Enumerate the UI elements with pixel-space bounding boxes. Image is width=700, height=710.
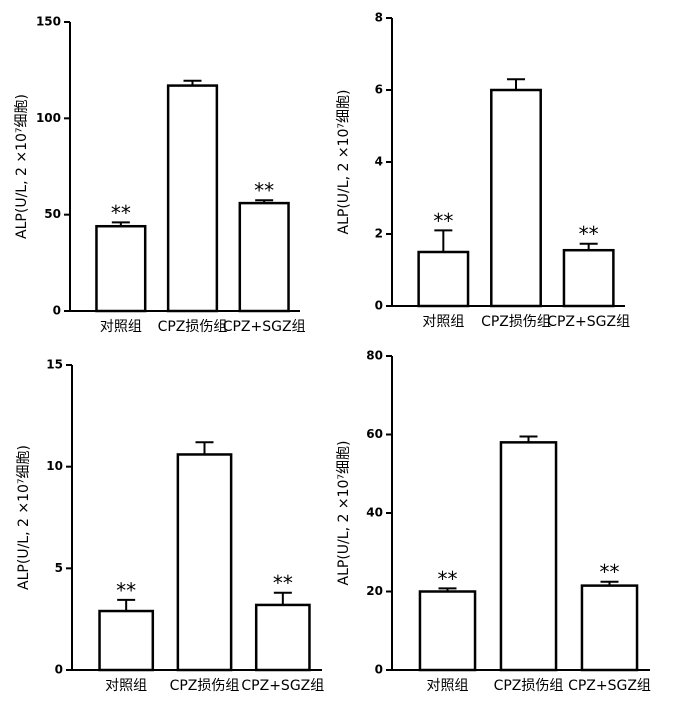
y-tick-label: 2 <box>375 227 383 241</box>
bar <box>254 603 311 672</box>
x-tick-label: CPZ+SGZ组 <box>223 319 306 335</box>
significance-label: ** <box>254 179 274 203</box>
bar <box>98 609 155 672</box>
y-tick-label: 100 <box>36 111 61 125</box>
y-tick-label: 80 <box>366 349 383 363</box>
x-tick-label: 对照组 <box>422 314 464 330</box>
x-tick-label: 对照组 <box>100 319 142 335</box>
y-tick-label: 5 <box>55 561 63 575</box>
y-axis-label: ALP(U/L, 2 ×10⁷细胞) <box>336 441 352 586</box>
y-tick-label: 50 <box>44 207 61 221</box>
significance-label: ** <box>579 222 599 246</box>
y-tick-label: 60 <box>366 427 383 441</box>
significance-label: ** <box>273 571 293 595</box>
y-tick-label: 8 <box>375 11 383 25</box>
bar <box>499 441 558 672</box>
x-tick-label: 对照组 <box>105 678 147 694</box>
x-tick-label: CPZ+SGZ组 <box>241 678 324 694</box>
bar <box>490 88 542 308</box>
bar <box>166 84 219 313</box>
y-tick-label: 0 <box>53 304 61 318</box>
bar <box>95 224 147 313</box>
y-tick-label: 6 <box>375 83 383 97</box>
x-tick-label: 对照组 <box>427 678 469 694</box>
bar <box>417 250 470 308</box>
y-axis-label: ALP(U/L, 2 ×10⁷细胞) <box>16 445 32 590</box>
bar <box>418 590 477 672</box>
bar <box>238 201 290 313</box>
y-tick-label: 150 <box>36 15 61 29</box>
x-tick-label: CPZ损伤组 <box>481 314 551 330</box>
bar <box>562 248 615 308</box>
y-tick-label: 40 <box>366 506 383 520</box>
y-tick-label: 0 <box>375 299 383 313</box>
bar <box>580 584 639 672</box>
y-tick-label: 10 <box>46 459 63 473</box>
significance-label: ** <box>116 578 136 602</box>
x-tick-label: CPZ损伤组 <box>494 678 564 694</box>
y-axis-label: ALP(U/L, 2 ×10⁷细胞) <box>336 90 352 235</box>
y-axis-label: ALP(U/L, 2 ×10⁷细胞) <box>14 94 30 239</box>
x-tick-label: CPZ损伤组 <box>170 678 240 694</box>
x-tick-label: CPZ+SGZ组 <box>547 314 630 330</box>
significance-label: ** <box>438 567 458 591</box>
y-tick-label: 0 <box>55 663 63 677</box>
significance-label: ** <box>111 201 131 225</box>
significance-label: ** <box>433 209 453 233</box>
y-tick-label: 0 <box>375 663 383 677</box>
bar <box>176 453 233 672</box>
y-tick-label: 4 <box>375 155 383 169</box>
y-tick-label: 20 <box>366 584 383 598</box>
significance-label: ** <box>600 560 620 584</box>
y-tick-label: 15 <box>46 358 63 372</box>
x-tick-label: CPZ损伤组 <box>158 319 228 335</box>
x-tick-label: CPZ+SGZ组 <box>568 678 651 694</box>
